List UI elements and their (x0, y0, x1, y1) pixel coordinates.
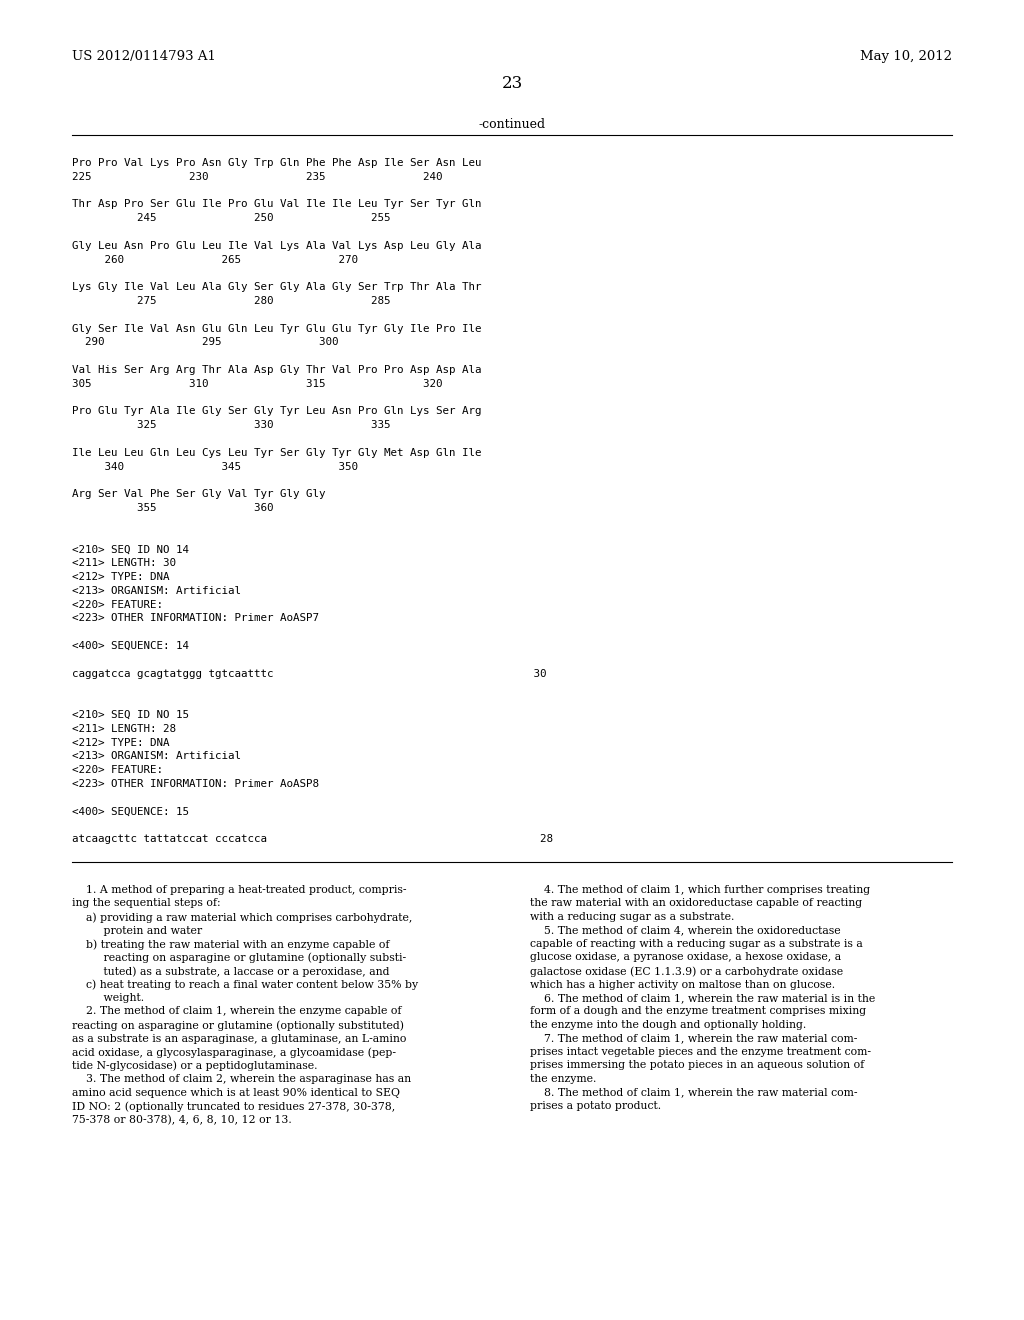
Text: protein and water: protein and water (72, 925, 202, 936)
Text: 3. The method of claim 2, wherein the asparaginase has an: 3. The method of claim 2, wherein the as… (72, 1074, 411, 1084)
Text: <213> ORGANISM: Artificial: <213> ORGANISM: Artificial (72, 586, 241, 595)
Text: 290               295               300: 290 295 300 (72, 338, 339, 347)
Text: 225               230               235               240: 225 230 235 240 (72, 172, 442, 182)
Text: 23: 23 (502, 75, 522, 92)
Text: prises immersing the potato pieces in an aqueous solution of: prises immersing the potato pieces in an… (530, 1060, 864, 1071)
Text: caggatcca gcagtatggg tgtcaatttc                                        30: caggatcca gcagtatggg tgtcaatttc 30 (72, 669, 547, 678)
Text: <213> ORGANISM: Artificial: <213> ORGANISM: Artificial (72, 751, 241, 762)
Text: tuted) as a substrate, a laccase or a peroxidase, and: tuted) as a substrate, a laccase or a pe… (72, 966, 389, 977)
Text: ing the sequential steps of:: ing the sequential steps of: (72, 899, 220, 908)
Text: Val His Ser Arg Arg Thr Ala Asp Gly Thr Val Pro Pro Asp Asp Ala: Val His Ser Arg Arg Thr Ala Asp Gly Thr … (72, 366, 481, 375)
Text: <400> SEQUENCE: 15: <400> SEQUENCE: 15 (72, 807, 189, 817)
Text: <212> TYPE: DNA: <212> TYPE: DNA (72, 738, 170, 747)
Text: 305               310               315               320: 305 310 315 320 (72, 379, 442, 389)
Text: May 10, 2012: May 10, 2012 (860, 50, 952, 63)
Text: <223> OTHER INFORMATION: Primer AoASP7: <223> OTHER INFORMATION: Primer AoASP7 (72, 614, 319, 623)
Text: 7. The method of claim 1, wherein the raw material com-: 7. The method of claim 1, wherein the ra… (530, 1034, 857, 1044)
Text: -continued: -continued (478, 117, 546, 131)
Text: capable of reacting with a reducing sugar as a substrate is a: capable of reacting with a reducing suga… (530, 939, 863, 949)
Text: galactose oxidase (EC 1.1.3.9) or a carbohydrate oxidase: galactose oxidase (EC 1.1.3.9) or a carb… (530, 966, 843, 977)
Text: 275               280               285: 275 280 285 (72, 296, 390, 306)
Text: prises intact vegetable pieces and the enzyme treatment com-: prises intact vegetable pieces and the e… (530, 1047, 871, 1057)
Text: b) treating the raw material with an enzyme capable of: b) treating the raw material with an enz… (72, 939, 389, 949)
Text: Gly Leu Asn Pro Glu Leu Ile Val Lys Ala Val Lys Asp Leu Gly Ala: Gly Leu Asn Pro Glu Leu Ile Val Lys Ala … (72, 240, 481, 251)
Text: the enzyme.: the enzyme. (530, 1074, 596, 1084)
Text: <220> FEATURE:: <220> FEATURE: (72, 766, 163, 775)
Text: 5. The method of claim 4, wherein the oxidoreductase: 5. The method of claim 4, wherein the ox… (530, 925, 841, 936)
Text: <211> LENGTH: 28: <211> LENGTH: 28 (72, 723, 176, 734)
Text: a) providing a raw material which comprises carbohydrate,: a) providing a raw material which compri… (72, 912, 413, 923)
Text: 8. The method of claim 1, wherein the raw material com-: 8. The method of claim 1, wherein the ra… (530, 1088, 857, 1097)
Text: Pro Pro Val Lys Pro Asn Gly Trp Gln Phe Phe Asp Ile Ser Asn Leu: Pro Pro Val Lys Pro Asn Gly Trp Gln Phe … (72, 158, 481, 168)
Text: prises a potato product.: prises a potato product. (530, 1101, 662, 1111)
Text: 340               345               350: 340 345 350 (72, 462, 358, 471)
Text: the enzyme into the dough and optionally holding.: the enzyme into the dough and optionally… (530, 1020, 806, 1030)
Text: 325               330               335: 325 330 335 (72, 420, 390, 430)
Text: with a reducing sugar as a substrate.: with a reducing sugar as a substrate. (530, 912, 734, 921)
Text: <210> SEQ ID NO 15: <210> SEQ ID NO 15 (72, 710, 189, 719)
Text: the raw material with an oxidoreductase capable of reacting: the raw material with an oxidoreductase … (530, 899, 862, 908)
Text: 260               265               270: 260 265 270 (72, 255, 358, 264)
Text: Arg Ser Val Phe Ser Gly Val Tyr Gly Gly: Arg Ser Val Phe Ser Gly Val Tyr Gly Gly (72, 490, 326, 499)
Text: <210> SEQ ID NO 14: <210> SEQ ID NO 14 (72, 544, 189, 554)
Text: acid oxidase, a glycosylasparaginase, a glycoamidase (pep-: acid oxidase, a glycosylasparaginase, a … (72, 1047, 396, 1057)
Text: form of a dough and the enzyme treatment comprises mixing: form of a dough and the enzyme treatment… (530, 1006, 866, 1016)
Text: 75-378 or 80-378), 4, 6, 8, 10, 12 or 13.: 75-378 or 80-378), 4, 6, 8, 10, 12 or 13… (72, 1114, 292, 1125)
Text: <211> LENGTH: 30: <211> LENGTH: 30 (72, 558, 176, 568)
Text: 4. The method of claim 1, which further comprises treating: 4. The method of claim 1, which further … (530, 884, 870, 895)
Text: atcaagcttc tattatccat cccatcca                                          28: atcaagcttc tattatccat cccatcca 28 (72, 834, 553, 845)
Text: glucose oxidase, a pyranose oxidase, a hexose oxidase, a: glucose oxidase, a pyranose oxidase, a h… (530, 953, 841, 962)
Text: which has a higher activity on maltose than on glucose.: which has a higher activity on maltose t… (530, 979, 836, 990)
Text: reacting on asparagine or glutamine (optionally substituted): reacting on asparagine or glutamine (opt… (72, 1020, 404, 1031)
Text: US 2012/0114793 A1: US 2012/0114793 A1 (72, 50, 216, 63)
Text: <220> FEATURE:: <220> FEATURE: (72, 599, 163, 610)
Text: weight.: weight. (72, 993, 144, 1003)
Text: Thr Asp Pro Ser Glu Ile Pro Glu Val Ile Ile Leu Tyr Ser Tyr Gln: Thr Asp Pro Ser Glu Ile Pro Glu Val Ile … (72, 199, 481, 210)
Text: 2. The method of claim 1, wherein the enzyme capable of: 2. The method of claim 1, wherein the en… (72, 1006, 401, 1016)
Text: Ile Leu Leu Gln Leu Cys Leu Tyr Ser Gly Tyr Gly Met Asp Gln Ile: Ile Leu Leu Gln Leu Cys Leu Tyr Ser Gly … (72, 447, 481, 458)
Text: <400> SEQUENCE: 14: <400> SEQUENCE: 14 (72, 642, 189, 651)
Text: as a substrate is an asparaginase, a glutaminase, an L-amino: as a substrate is an asparaginase, a glu… (72, 1034, 407, 1044)
Text: amino acid sequence which is at least 90% identical to SEQ: amino acid sequence which is at least 90… (72, 1088, 400, 1097)
Text: 6. The method of claim 1, wherein the raw material is in the: 6. The method of claim 1, wherein the ra… (530, 993, 876, 1003)
Text: <223> OTHER INFORMATION: Primer AoASP8: <223> OTHER INFORMATION: Primer AoASP8 (72, 779, 319, 789)
Text: ID NO: 2 (optionally truncated to residues 27-378, 30-378,: ID NO: 2 (optionally truncated to residu… (72, 1101, 395, 1111)
Text: tide N-glycosidase) or a peptidoglutaminase.: tide N-glycosidase) or a peptidoglutamin… (72, 1060, 317, 1071)
Text: c) heat treating to reach a final water content below 35% by: c) heat treating to reach a final water … (72, 979, 418, 990)
Text: Gly Ser Ile Val Asn Glu Gln Leu Tyr Glu Glu Tyr Gly Ile Pro Ile: Gly Ser Ile Val Asn Glu Gln Leu Tyr Glu … (72, 323, 481, 334)
Text: 355               360: 355 360 (72, 503, 273, 513)
Text: Pro Glu Tyr Ala Ile Gly Ser Gly Tyr Leu Asn Pro Gln Lys Ser Arg: Pro Glu Tyr Ala Ile Gly Ser Gly Tyr Leu … (72, 407, 481, 416)
Text: <212> TYPE: DNA: <212> TYPE: DNA (72, 572, 170, 582)
Text: 1. A method of preparing a heat-treated product, compris-: 1. A method of preparing a heat-treated … (72, 884, 407, 895)
Text: 245               250               255: 245 250 255 (72, 214, 390, 223)
Text: reacting on asparagine or glutamine (optionally substi-: reacting on asparagine or glutamine (opt… (72, 953, 407, 964)
Text: Lys Gly Ile Val Leu Ala Gly Ser Gly Ala Gly Ser Trp Thr Ala Thr: Lys Gly Ile Val Leu Ala Gly Ser Gly Ala … (72, 282, 481, 292)
